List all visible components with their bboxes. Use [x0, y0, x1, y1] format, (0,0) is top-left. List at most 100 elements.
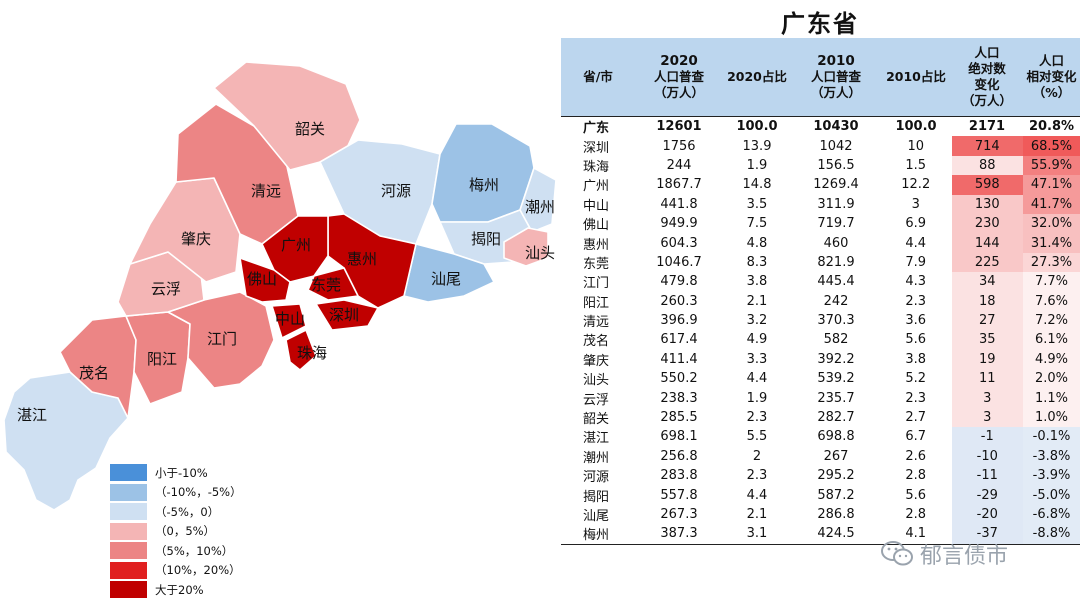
- table-cell: 719.7: [817, 216, 855, 232]
- table-cell: 27.3%: [1023, 252, 1080, 273]
- region-shenzhen: [315, 299, 379, 331]
- table-cell: -29: [950, 485, 1023, 505]
- table-cell: 4.4: [905, 235, 927, 251]
- table-cell: 260.3: [660, 293, 698, 309]
- table-row: 阳江 260.3 2.1 242 2.3 18 7.6%: [561, 291, 1080, 311]
- table-cell: 4.9%: [1023, 349, 1080, 370]
- legend-swatch: [110, 503, 147, 521]
- column-header: 2020 人口普查 （万人）: [635, 38, 723, 117]
- table-row: 佛山 949.9 7.5 719.7 6.9 230 32.0%: [561, 213, 1080, 234]
- table-row: 江门 479.8 3.8 445.4 4.3 34 7.7%: [561, 272, 1080, 292]
- column-header: 人口 相对变化 （%）: [1023, 38, 1080, 117]
- legend-label: （-10%，-5%）: [155, 485, 242, 500]
- table-cell: 1756: [662, 138, 696, 154]
- table-cell: 31.4%: [1023, 233, 1080, 253]
- table-cell: 2.0%: [1023, 369, 1080, 389]
- region-label-huizhou: 惠州: [347, 250, 377, 268]
- table-row: 汕头 550.2 4.4 539.2 5.2 11 2.0%: [561, 369, 1080, 389]
- legend-item: （5%，10%）: [110, 541, 242, 561]
- table-cell: 潮州: [583, 450, 610, 466]
- table-cell: 惠州: [583, 237, 610, 253]
- table-cell: 18: [950, 291, 1023, 311]
- region-label-zhuhai: 珠海: [297, 344, 327, 362]
- table-cell: 12601: [635, 116, 723, 137]
- table-cell: -8.8%: [1023, 524, 1080, 545]
- table-row: 云浮 238.3 1.9 235.7 2.3 3 1.1%: [561, 388, 1080, 408]
- table-cell: 13.9: [742, 138, 772, 154]
- table-cell: 1269.4: [813, 177, 859, 193]
- table-cell: 441.8: [660, 196, 698, 212]
- table-row: 东莞 1046.7 8.3 821.9 7.9 225 27.3%: [561, 252, 1080, 273]
- table-cell: 4.4: [746, 487, 768, 503]
- table-cell: 550.2: [660, 371, 698, 387]
- table-cell: 1867.7: [656, 177, 702, 193]
- table-cell: 10430: [791, 116, 881, 137]
- table-cell: 557.8: [660, 487, 698, 503]
- table-row: 潮州 256.8 2 267 2.6 -10 -3.8%: [561, 446, 1080, 467]
- table-cell: 10: [907, 138, 925, 154]
- region-label-shanwei: 汕尾: [431, 270, 461, 288]
- legend-swatch: [110, 561, 147, 579]
- table-cell: 3.8: [905, 351, 927, 367]
- table-cell: 2.3: [746, 468, 768, 484]
- table-cell: 424.5: [791, 524, 881, 545]
- table-cell: 1.0%: [1023, 407, 1080, 428]
- table-cell: 2: [752, 448, 762, 464]
- region-zhongshan: [271, 303, 307, 339]
- table-cell: 江门: [583, 276, 610, 292]
- table-row: 深圳 1756 13.9 1042 10 714 68.5%: [561, 136, 1080, 156]
- table-cell: 35: [950, 330, 1023, 350]
- table-cell: 梅州: [561, 524, 635, 545]
- table-cell: 韶关: [583, 412, 610, 428]
- table-cell: 3.5: [746, 196, 768, 212]
- table-cell: 广州: [583, 179, 610, 195]
- table-cell: 2.1: [746, 293, 768, 309]
- legend-swatch: [110, 581, 147, 599]
- table-cell: -0.1%: [1023, 427, 1080, 447]
- table-cell: 湛江: [583, 431, 610, 447]
- table-cell: 汕头: [583, 373, 610, 389]
- table-cell: 3: [911, 196, 920, 212]
- table-cell: 598: [950, 175, 1023, 195]
- table-cell: 5.6: [905, 487, 927, 503]
- table-cell: 2.1: [746, 507, 768, 522]
- table-cell: 6.9: [905, 216, 927, 232]
- legend-item: （-10%，-5%）: [110, 483, 242, 503]
- legend-label: （10%，20%）: [155, 563, 241, 578]
- region-label-zhanjiang: 湛江: [17, 406, 47, 424]
- table-row: 中山 441.8 3.5 311.9 3 130 41.7%: [561, 194, 1080, 214]
- table-cell: 282.7: [817, 410, 855, 426]
- table-cell: 4.4: [746, 371, 768, 387]
- table-cell: -1: [950, 427, 1023, 447]
- table-cell: 河源: [583, 470, 610, 486]
- legend-item: （-5%，0）: [110, 502, 242, 522]
- region-shantou: [503, 227, 549, 267]
- legend-item: 小于-10%: [110, 463, 242, 483]
- table-cell: 19: [950, 349, 1023, 370]
- legend-swatch: [110, 542, 147, 560]
- watermark: 郁言债市: [880, 538, 1008, 570]
- table-cell: 1.5: [905, 157, 927, 173]
- table-cell: 4.1: [881, 524, 951, 545]
- table-cell: 582: [823, 332, 849, 348]
- map-legend: 小于-10% （-10%，-5%） （-5%，0） （0，5%） （5%，10%） （10…: [110, 463, 242, 600]
- region-jiangmen: [167, 291, 275, 389]
- table-cell: 3.8: [746, 274, 768, 290]
- region-label-chaozhou: 潮州: [525, 198, 555, 216]
- table-cell: 387.3: [635, 524, 723, 545]
- table-cell: 5.6: [905, 332, 927, 348]
- region-label-yunfu: 云浮: [151, 280, 181, 298]
- table-cell: 283.8: [660, 468, 698, 484]
- column-header-main: 2010: [817, 53, 855, 69]
- table-cell: -20: [950, 504, 1023, 525]
- table-cell: 55.9%: [1023, 155, 1080, 176]
- region-label-meizhou: 梅州: [469, 176, 499, 194]
- table-cell: 3: [950, 407, 1023, 428]
- chart-title: 广东省: [781, 9, 859, 38]
- table-cell: 1.9: [746, 157, 768, 173]
- table-cell: 714: [950, 136, 1023, 156]
- table-cell: 2.8: [905, 468, 927, 484]
- table-cell: 2.3: [905, 293, 927, 309]
- table-cell: 698.1: [660, 429, 698, 445]
